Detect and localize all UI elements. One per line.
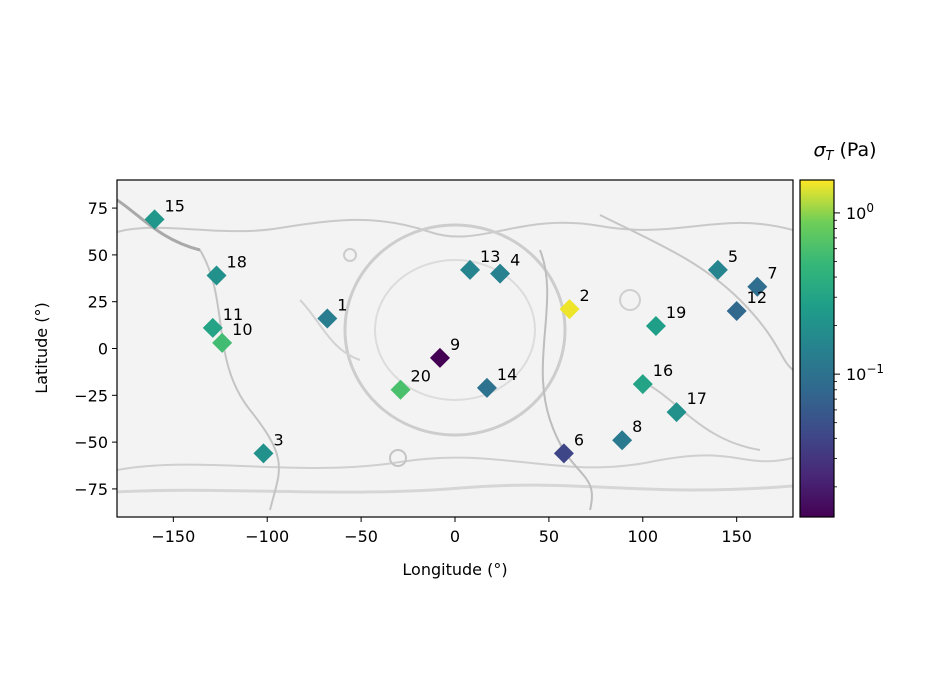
colorbar-ticks: 100 10−1 [834, 201, 884, 488]
x-tick-label: −100 [245, 527, 289, 546]
data-point-11 [202, 317, 223, 338]
data-point-3 [253, 443, 274, 464]
point-label-10: 10 [232, 320, 252, 339]
x-tick-label: 0 [450, 527, 460, 546]
point-label-11: 11 [223, 305, 243, 324]
data-point-9 [429, 347, 450, 368]
y-axis-ticks: −75 −50 −25 0 25 50 75 [74, 199, 117, 499]
y-tick-label: −75 [74, 480, 108, 499]
data-point-8 [612, 430, 633, 451]
data-points [144, 209, 768, 464]
colorbar-title: σT (Pa) [813, 139, 876, 164]
point-label-18: 18 [227, 252, 247, 271]
x-tick-label: −50 [344, 527, 378, 546]
point-label-9: 9 [450, 335, 460, 354]
point-label-1: 1 [337, 296, 347, 315]
data-point-4 [490, 263, 511, 284]
colorbar: 100 10−1 σT (Pa) [799, 139, 884, 518]
y-tick-label: −50 [74, 433, 108, 452]
data-point-12 [726, 301, 747, 322]
x-axis-label: Longitude (°) [402, 560, 507, 579]
data-point-14 [476, 377, 497, 398]
point-label-7: 7 [767, 264, 777, 283]
x-tick-label: −150 [151, 527, 195, 546]
point-label-13: 13 [480, 247, 500, 266]
colorbar-tick-label: 100 [846, 201, 874, 223]
point-label-14: 14 [497, 365, 517, 384]
data-point-5 [707, 259, 728, 280]
data-point-17 [666, 402, 687, 423]
point-label-12: 12 [747, 288, 767, 307]
point-label-5: 5 [728, 247, 738, 266]
point-label-4: 4 [510, 251, 520, 270]
point-label-19: 19 [666, 303, 686, 322]
data-point-1 [317, 308, 338, 329]
point-label-16: 16 [653, 361, 673, 380]
point-label-17: 17 [687, 389, 707, 408]
data-point-2 [559, 299, 580, 320]
y-tick-label: 25 [88, 293, 108, 312]
relief-map-background [117, 180, 793, 517]
x-tick-label: 50 [539, 527, 559, 546]
y-tick-label: −25 [74, 386, 108, 405]
point-label-20: 20 [411, 367, 431, 386]
x-tick-label: 150 [721, 527, 752, 546]
data-point-6 [553, 443, 574, 464]
point-label-6: 6 [574, 430, 584, 449]
data-point-16 [632, 374, 653, 395]
y-axis-label: Latitude (°) [32, 302, 51, 393]
point-label-15: 15 [165, 196, 185, 215]
y-tick-label: 50 [88, 246, 108, 265]
point-label-2: 2 [580, 286, 590, 305]
colorbar-tick-label: 10−1 [846, 362, 884, 384]
y-tick-label: 75 [88, 199, 108, 218]
x-axis-ticks: −150 −100 −50 0 50 100 150 [151, 517, 752, 546]
point-label-3: 3 [273, 430, 283, 449]
data-point-19 [645, 316, 666, 337]
colorbar-gradient [799, 179, 835, 518]
data-point-10 [212, 332, 233, 353]
data-point-13 [460, 259, 481, 280]
x-tick-label: 100 [628, 527, 659, 546]
point-label-8: 8 [632, 417, 642, 436]
data-point-7 [747, 276, 768, 297]
y-tick-label: 0 [98, 340, 108, 359]
data-point-18 [206, 265, 227, 286]
data-point-20 [390, 379, 411, 400]
data-point-15 [144, 209, 165, 230]
